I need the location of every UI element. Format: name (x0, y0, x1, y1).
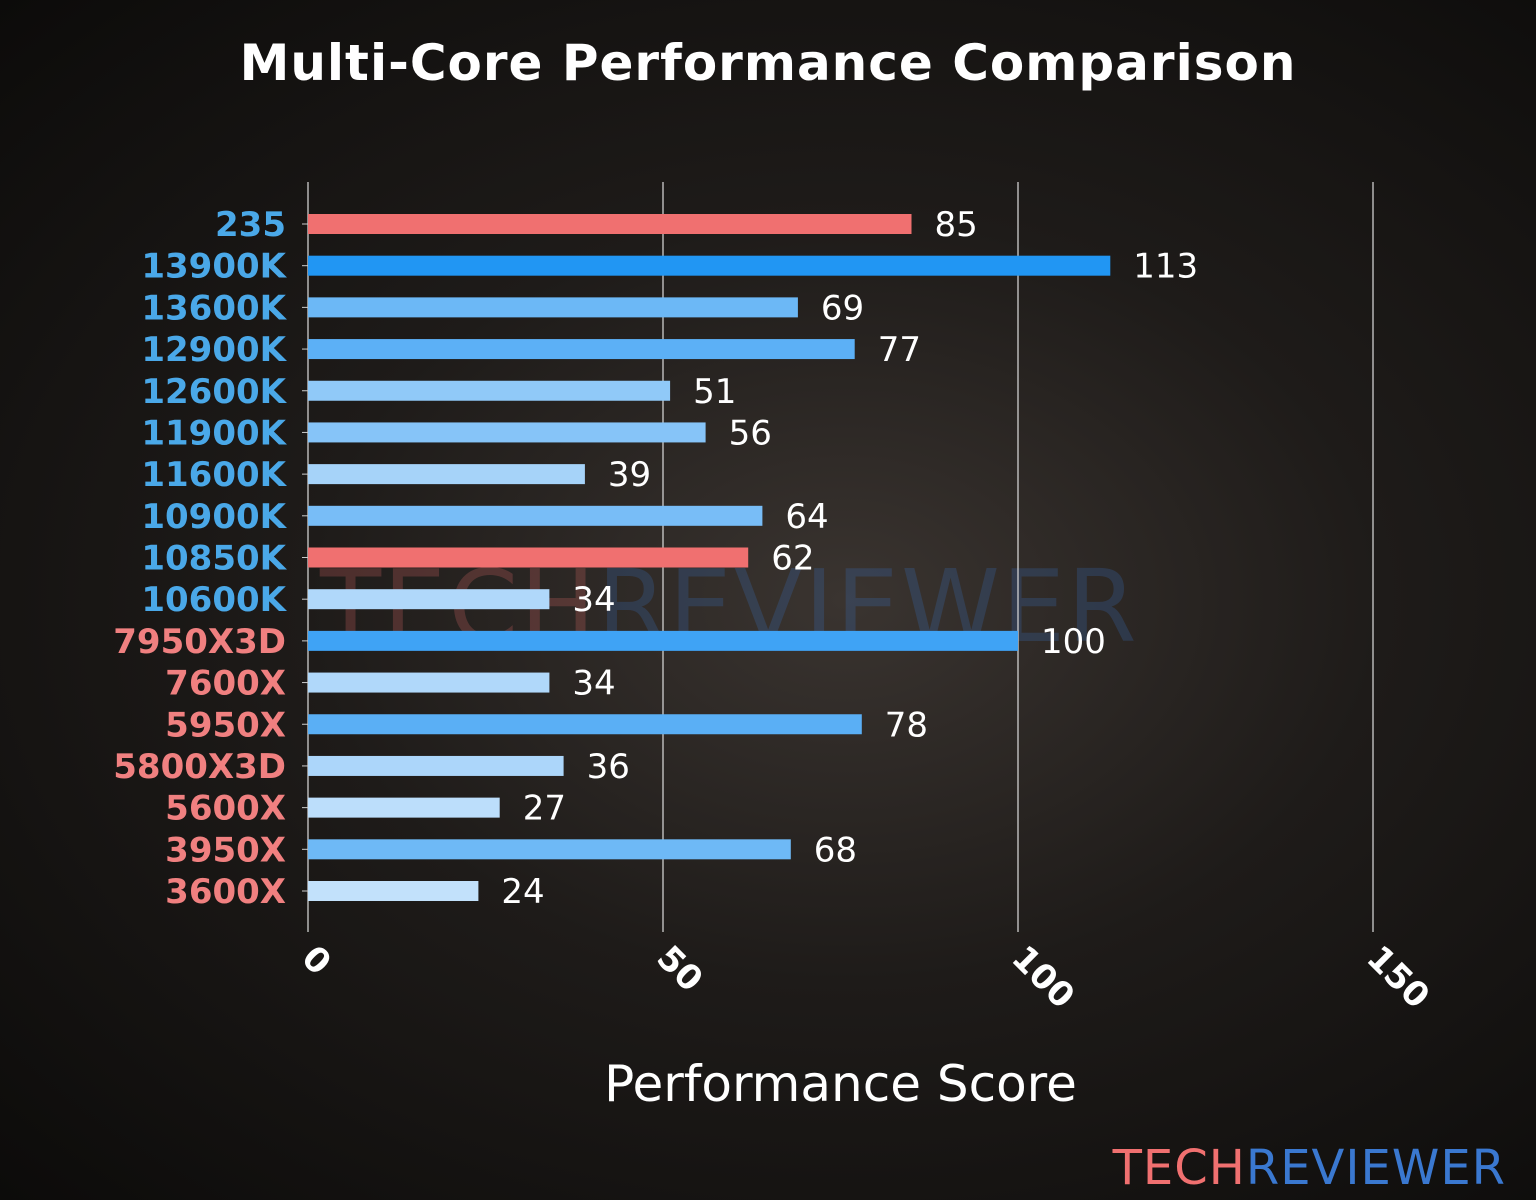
x-tick-label: 0 (294, 938, 339, 983)
bar (308, 881, 479, 901)
bar (308, 464, 585, 485)
bar (308, 672, 550, 693)
bar (308, 255, 1111, 276)
data-label: 51 (693, 372, 736, 412)
y-tick-label: 12900K (141, 330, 287, 370)
data-label: 113 (1133, 247, 1198, 287)
y-tick-label: 5800X3D (113, 747, 286, 787)
bar (308, 339, 855, 360)
y-tick-label: 13900K (141, 247, 287, 287)
data-label: 24 (501, 872, 544, 912)
chart-title: Multi-Core Performance Comparison (239, 34, 1297, 92)
y-tick-label: 7600X (165, 664, 286, 704)
data-label: 69 (821, 288, 864, 328)
x-tick-label: 100 (1004, 938, 1082, 1016)
y-tick-label: 7950X3D (113, 622, 286, 662)
bar (308, 839, 791, 860)
data-label: 39 (608, 455, 651, 495)
y-tick-label: 11600K (141, 455, 287, 495)
data-label: 100 (1041, 622, 1106, 662)
x-tick-label: 150 (1359, 938, 1437, 1016)
data-label: 68 (814, 830, 857, 870)
y-tick-label: 13600K (141, 288, 287, 328)
bar (308, 297, 798, 318)
y-tick-label: 12600K (141, 372, 287, 412)
data-label: 62 (771, 539, 814, 579)
data-label: 36 (587, 747, 630, 787)
bar (308, 547, 749, 568)
y-tick-label: 10900K (141, 497, 287, 537)
y-tick-label: 5950X (165, 705, 286, 745)
data-label: 85 (935, 205, 978, 245)
data-label: 56 (729, 413, 772, 453)
y-tick-label: 5600X (165, 789, 286, 829)
data-label: 78 (885, 705, 928, 745)
bar (308, 797, 500, 818)
logo-tech: TECH (1112, 1140, 1246, 1196)
data-label: 64 (785, 497, 828, 537)
bar (308, 589, 550, 610)
bar (308, 755, 564, 776)
x-tick-label: 50 (649, 938, 711, 1000)
y-tick-label: 3950X (165, 830, 286, 870)
logo-reviewer: REVIEWER (1245, 1140, 1506, 1196)
bar (308, 422, 706, 443)
x-axis-label: Performance Score (604, 1055, 1077, 1113)
bar (308, 714, 862, 735)
bar (308, 380, 671, 401)
bar (308, 214, 912, 234)
data-label: 34 (572, 664, 615, 704)
data-label: 77 (878, 330, 921, 370)
y-tick-label: 10850K (141, 539, 287, 579)
y-tick-label: 10600K (141, 580, 287, 620)
y-tick-label: 11900K (141, 413, 287, 453)
bar (308, 505, 763, 526)
bar (308, 630, 1018, 651)
logo: TECHREVIEWER (1113, 1140, 1506, 1196)
data-label: 27 (523, 789, 566, 829)
y-tick-label: 3600X (165, 872, 286, 912)
y-tick-label: 235 (215, 205, 286, 245)
data-label: 34 (572, 580, 615, 620)
